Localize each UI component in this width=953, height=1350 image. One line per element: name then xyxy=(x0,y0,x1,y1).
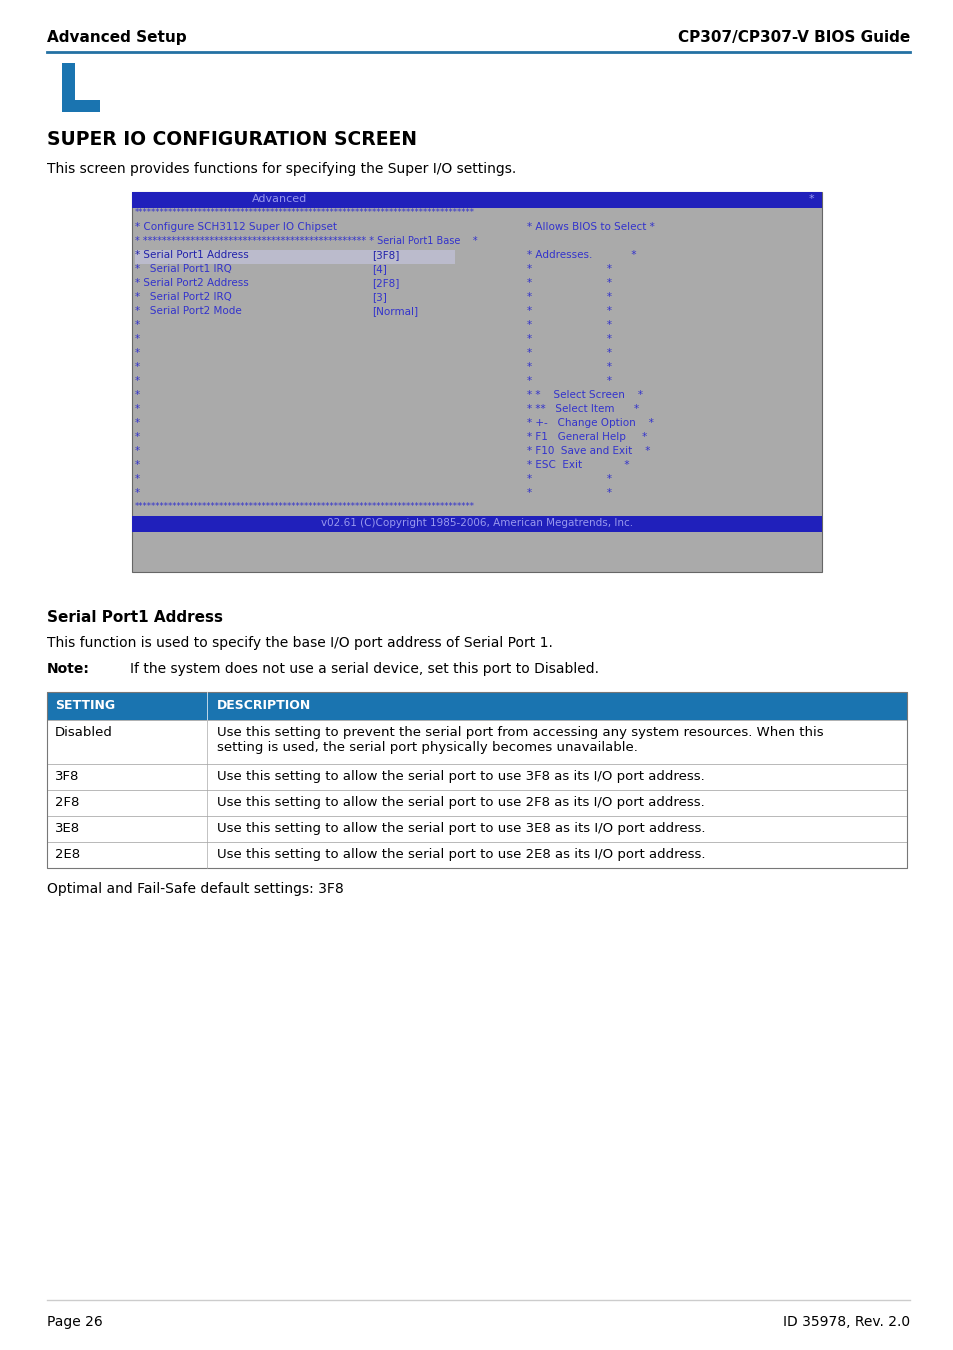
Bar xyxy=(62,100,100,112)
Text: Advanced: Advanced xyxy=(252,194,307,204)
Text: * Addresses.            *: * Addresses. * xyxy=(526,250,636,261)
Text: v02.61 (C)Copyright 1985-2006, American Megatrends, Inc.: v02.61 (C)Copyright 1985-2006, American … xyxy=(320,518,633,528)
Text: *   Serial Port2 Mode: * Serial Port2 Mode xyxy=(135,306,241,316)
Text: *: * xyxy=(135,404,140,414)
Text: 3F8: 3F8 xyxy=(55,769,79,783)
Bar xyxy=(47,842,906,868)
Text: [Normal]: [Normal] xyxy=(372,306,417,316)
Text: If the system does not use a serial device, set this port to Disabled.: If the system does not use a serial devi… xyxy=(130,662,598,676)
Text: * Configure SCH3112 Super IO Chipset: * Configure SCH3112 Super IO Chipset xyxy=(135,221,336,232)
Text: * Serial Port1 Address: * Serial Port1 Address xyxy=(135,250,249,261)
Text: *: * xyxy=(135,460,140,470)
Text: *: * xyxy=(135,390,140,400)
Text: *                       *: * * xyxy=(526,292,612,302)
Text: *: * xyxy=(135,377,140,386)
Text: [2F8]: [2F8] xyxy=(372,278,399,288)
Bar xyxy=(47,720,906,764)
Text: [3]: [3] xyxy=(372,292,387,302)
Text: *: * xyxy=(135,474,140,485)
Text: *                       *: * * xyxy=(526,362,612,373)
Text: ********************************************************************************: ****************************************… xyxy=(135,502,475,512)
Text: *                       *: * * xyxy=(526,333,612,344)
Text: 2F8: 2F8 xyxy=(55,796,79,809)
Text: *   Serial Port2 IRQ: * Serial Port2 IRQ xyxy=(135,292,232,302)
Text: *: * xyxy=(135,320,140,329)
Text: ID 35978, Rev. 2.0: ID 35978, Rev. 2.0 xyxy=(782,1315,909,1328)
Text: *                       *: * * xyxy=(526,348,612,358)
Bar xyxy=(132,516,821,532)
Text: Note:: Note: xyxy=(47,662,90,676)
Text: Use this setting to allow the serial port to use 2F8 as its I/O port address.: Use this setting to allow the serial por… xyxy=(216,796,704,809)
Text: *                       *: * * xyxy=(526,306,612,316)
Text: *                       *: * * xyxy=(526,278,612,288)
Bar xyxy=(47,764,906,790)
Bar xyxy=(47,693,906,720)
Text: *: * xyxy=(135,487,140,498)
Text: * *    Select Screen    *: * * Select Screen * xyxy=(526,390,642,400)
Text: [3F8]: [3F8] xyxy=(372,250,399,261)
Text: *                       *: * * xyxy=(526,474,612,485)
Bar xyxy=(132,192,821,572)
Text: Disabled: Disabled xyxy=(55,726,112,738)
Text: * Serial Port2 Address: * Serial Port2 Address xyxy=(135,278,249,288)
Text: * F1   General Help     *: * F1 General Help * xyxy=(526,432,646,441)
Text: *                       *: * * xyxy=(526,265,612,274)
Text: Use this setting to allow the serial port to use 3F8 as its I/O port address.: Use this setting to allow the serial por… xyxy=(216,769,704,783)
Text: Advanced Setup: Advanced Setup xyxy=(47,30,187,45)
Text: * +-   Change Option    *: * +- Change Option * xyxy=(526,418,653,428)
Text: *: * xyxy=(135,362,140,373)
Text: Use this setting to prevent the serial port from accessing any system resources.: Use this setting to prevent the serial p… xyxy=(216,726,822,738)
Text: *: * xyxy=(135,446,140,456)
Text: This screen provides functions for specifying the Super I/O settings.: This screen provides functions for speci… xyxy=(47,162,516,176)
Text: 3E8: 3E8 xyxy=(55,822,80,836)
Text: Optimal and Fail-Safe default settings: 3F8: Optimal and Fail-Safe default settings: … xyxy=(47,882,343,896)
Text: *: * xyxy=(135,348,140,358)
Text: ********************************************************************************: ****************************************… xyxy=(135,208,475,217)
Text: DESCRIPTION: DESCRIPTION xyxy=(216,699,311,711)
Bar xyxy=(62,63,75,105)
Text: *                       *: * * xyxy=(526,487,612,498)
Text: Serial Port1 Address: Serial Port1 Address xyxy=(47,610,223,625)
Text: This function is used to specify the base I/O port address of Serial Port 1.: This function is used to specify the bas… xyxy=(47,636,553,649)
Text: setting is used, the serial port physically becomes unavailable.: setting is used, the serial port physica… xyxy=(216,741,638,755)
Text: * **   Select Item      *: * ** Select Item * xyxy=(526,404,639,414)
Text: * Allows BIOS to Select *: * Allows BIOS to Select * xyxy=(526,221,654,232)
Text: Page 26: Page 26 xyxy=(47,1315,103,1328)
Text: *: * xyxy=(135,418,140,428)
Text: *                       *: * * xyxy=(526,377,612,386)
Text: 2E8: 2E8 xyxy=(55,848,80,861)
Text: *: * xyxy=(135,333,140,344)
Text: *   Serial Port1 IRQ: * Serial Port1 IRQ xyxy=(135,265,232,274)
Text: CP307/CP307-V BIOS Guide: CP307/CP307-V BIOS Guide xyxy=(677,30,909,45)
Text: [4]: [4] xyxy=(372,265,387,274)
Text: SUPER IO CONFIGURATION SCREEN: SUPER IO CONFIGURATION SCREEN xyxy=(47,130,416,148)
Text: Use this setting to allow the serial port to use 2E8 as its I/O port address.: Use this setting to allow the serial por… xyxy=(216,848,705,861)
Text: * ESC  Exit             *: * ESC Exit * xyxy=(526,460,629,470)
Text: Use this setting to allow the serial port to use 3E8 as its I/O port address.: Use this setting to allow the serial por… xyxy=(216,822,705,836)
Text: SETTING: SETTING xyxy=(55,699,115,711)
Text: *: * xyxy=(135,432,140,441)
Bar xyxy=(47,790,906,815)
Bar xyxy=(47,693,906,868)
Text: * *********************************************** * Serial Port1 Base    *: * **************************************… xyxy=(135,236,477,246)
Bar xyxy=(135,250,455,265)
Bar xyxy=(132,192,821,208)
Text: *: * xyxy=(807,194,813,204)
Bar xyxy=(47,815,906,842)
Text: *                       *: * * xyxy=(526,320,612,329)
Text: * F10  Save and Exit    *: * F10 Save and Exit * xyxy=(526,446,650,456)
